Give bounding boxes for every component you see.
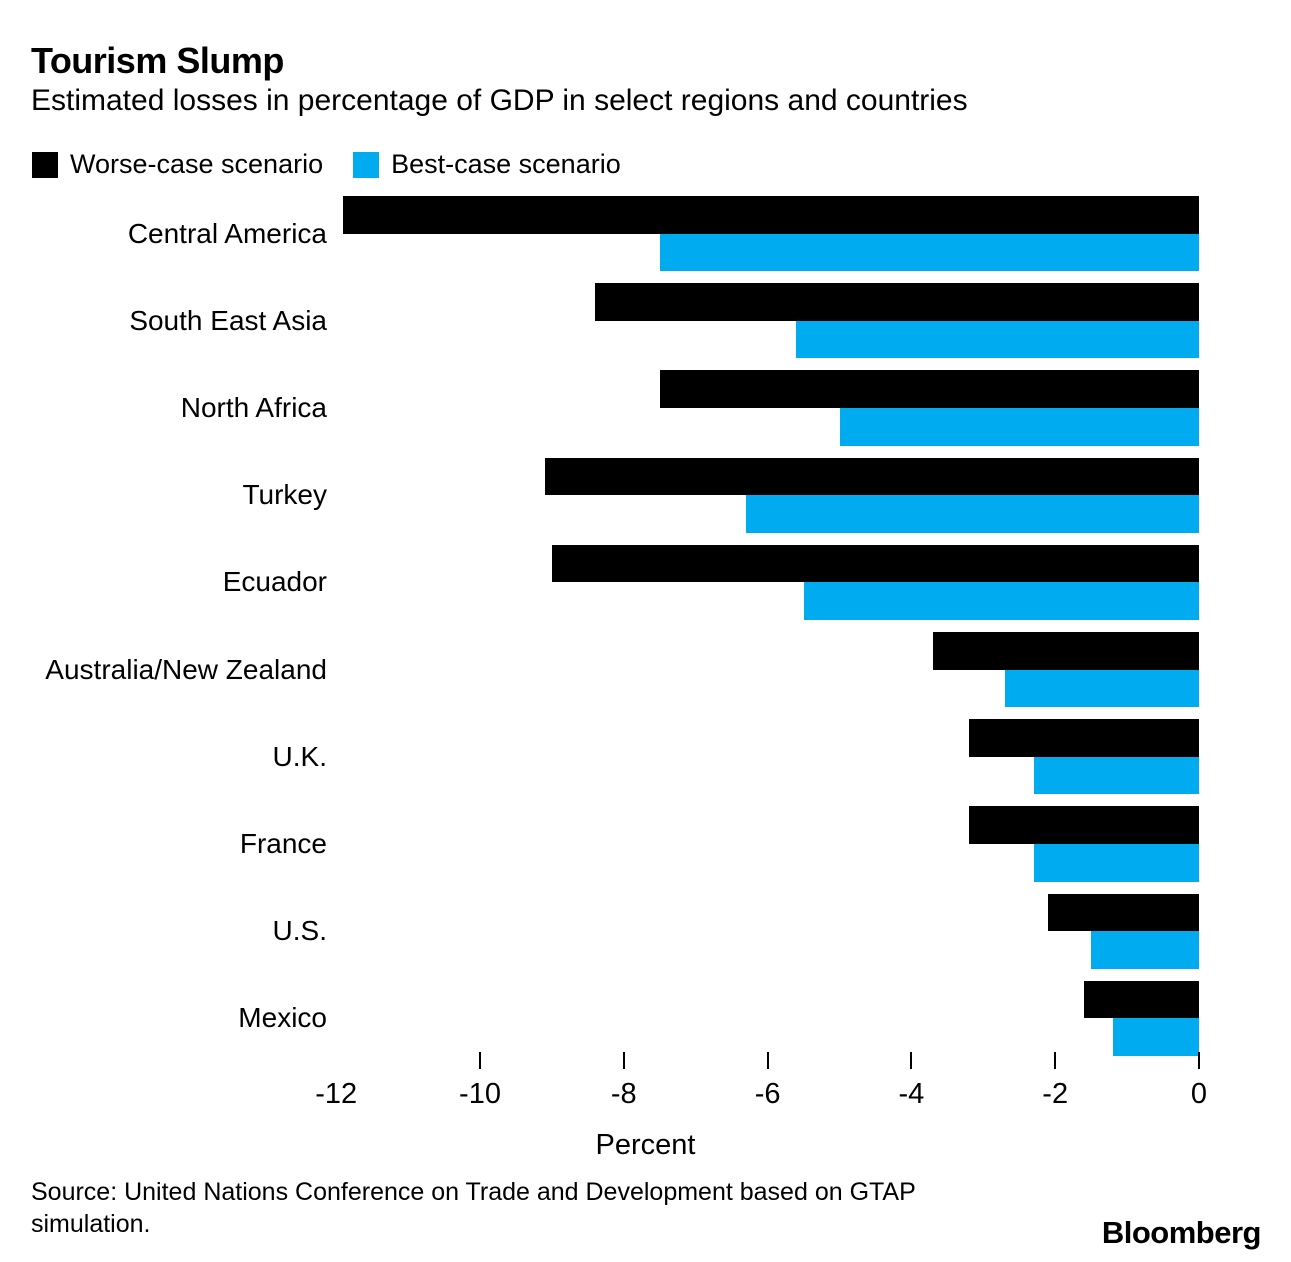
best-case-bar — [839, 408, 1199, 446]
axis-tick-label: -10 — [459, 1078, 501, 1110]
x-axis-title: Percent — [595, 1129, 696, 1161]
page-title: Tourism Slump — [31, 40, 284, 81]
axis-tick-mark — [766, 1052, 769, 1069]
worse-case-swatch-icon — [32, 151, 58, 178]
best-case-bar — [803, 582, 1199, 620]
category-label: Turkey — [242, 479, 327, 511]
worse-case-bar — [595, 283, 1199, 321]
best-case-bar — [796, 320, 1199, 359]
axis-tick-mark — [622, 1052, 625, 1069]
category-label: Australia/New Zealand — [45, 653, 327, 685]
axis-tick-mark — [910, 1052, 913, 1069]
best-case-bar — [1091, 931, 1199, 969]
legend-label: Worse-case scenario — [70, 149, 324, 179]
axis-tick-label: 0 — [1190, 1078, 1208, 1110]
axis-tick-label: -12 — [315, 1078, 358, 1110]
category-label: Mexico — [238, 1002, 327, 1034]
axis-tick-mark — [1198, 1052, 1200, 1069]
axis-tick-mark — [479, 1052, 481, 1069]
category-label: South East Asia — [129, 304, 327, 336]
worse-case-bar — [932, 632, 1199, 670]
worse-case-bar — [1083, 980, 1199, 1019]
legend-item-best-case: Best-case scenario — [353, 149, 621, 180]
worse-case-bar — [968, 719, 1199, 757]
best-case-bar — [1112, 1018, 1199, 1056]
category-label: Central America — [127, 217, 327, 249]
source-line: Source: United Nations Conference on Tra… — [31, 1178, 916, 1206]
worse-case-bar — [968, 806, 1199, 844]
worse-case-bar — [343, 196, 1199, 234]
best-case-bar — [746, 495, 1199, 533]
legend-item-worse-case: Worse-case scenario — [32, 149, 323, 180]
chart-subtitle: Estimated losses in percentage of GDP in… — [31, 84, 968, 117]
chart-legend: Worse-case scenario Best-case scenario — [32, 149, 621, 180]
legend-label: Best-case scenario — [391, 149, 621, 179]
axis-tick-label: -8 — [610, 1078, 637, 1110]
worse-case-bar — [659, 370, 1199, 408]
best-case-swatch-icon — [353, 151, 380, 178]
best-case-bar — [1033, 844, 1199, 882]
worse-case-bar — [551, 544, 1199, 583]
category-label: U.S. — [272, 915, 327, 947]
category-label: North Africa — [180, 392, 327, 423]
best-case-bar — [1004, 669, 1199, 708]
axis-tick-label: -4 — [898, 1078, 925, 1110]
category-label: Ecuador — [222, 566, 327, 598]
best-case-bar — [659, 233, 1199, 272]
worse-case-bar — [1048, 893, 1199, 932]
worse-case-bar — [544, 457, 1199, 496]
axis-tick-label: -2 — [1042, 1078, 1069, 1110]
category-label: U.K. — [272, 740, 327, 772]
source-line: simulation. — [31, 1210, 151, 1238]
axis-tick-mark — [1054, 1052, 1057, 1069]
best-case-bar — [1033, 756, 1199, 795]
category-label: France — [239, 828, 327, 859]
axis-tick-label: -6 — [754, 1078, 781, 1110]
bloomberg-logo: Bloomberg — [1101, 1215, 1262, 1250]
source-note: Source: United Nations Conference on Tra… — [31, 1176, 916, 1240]
